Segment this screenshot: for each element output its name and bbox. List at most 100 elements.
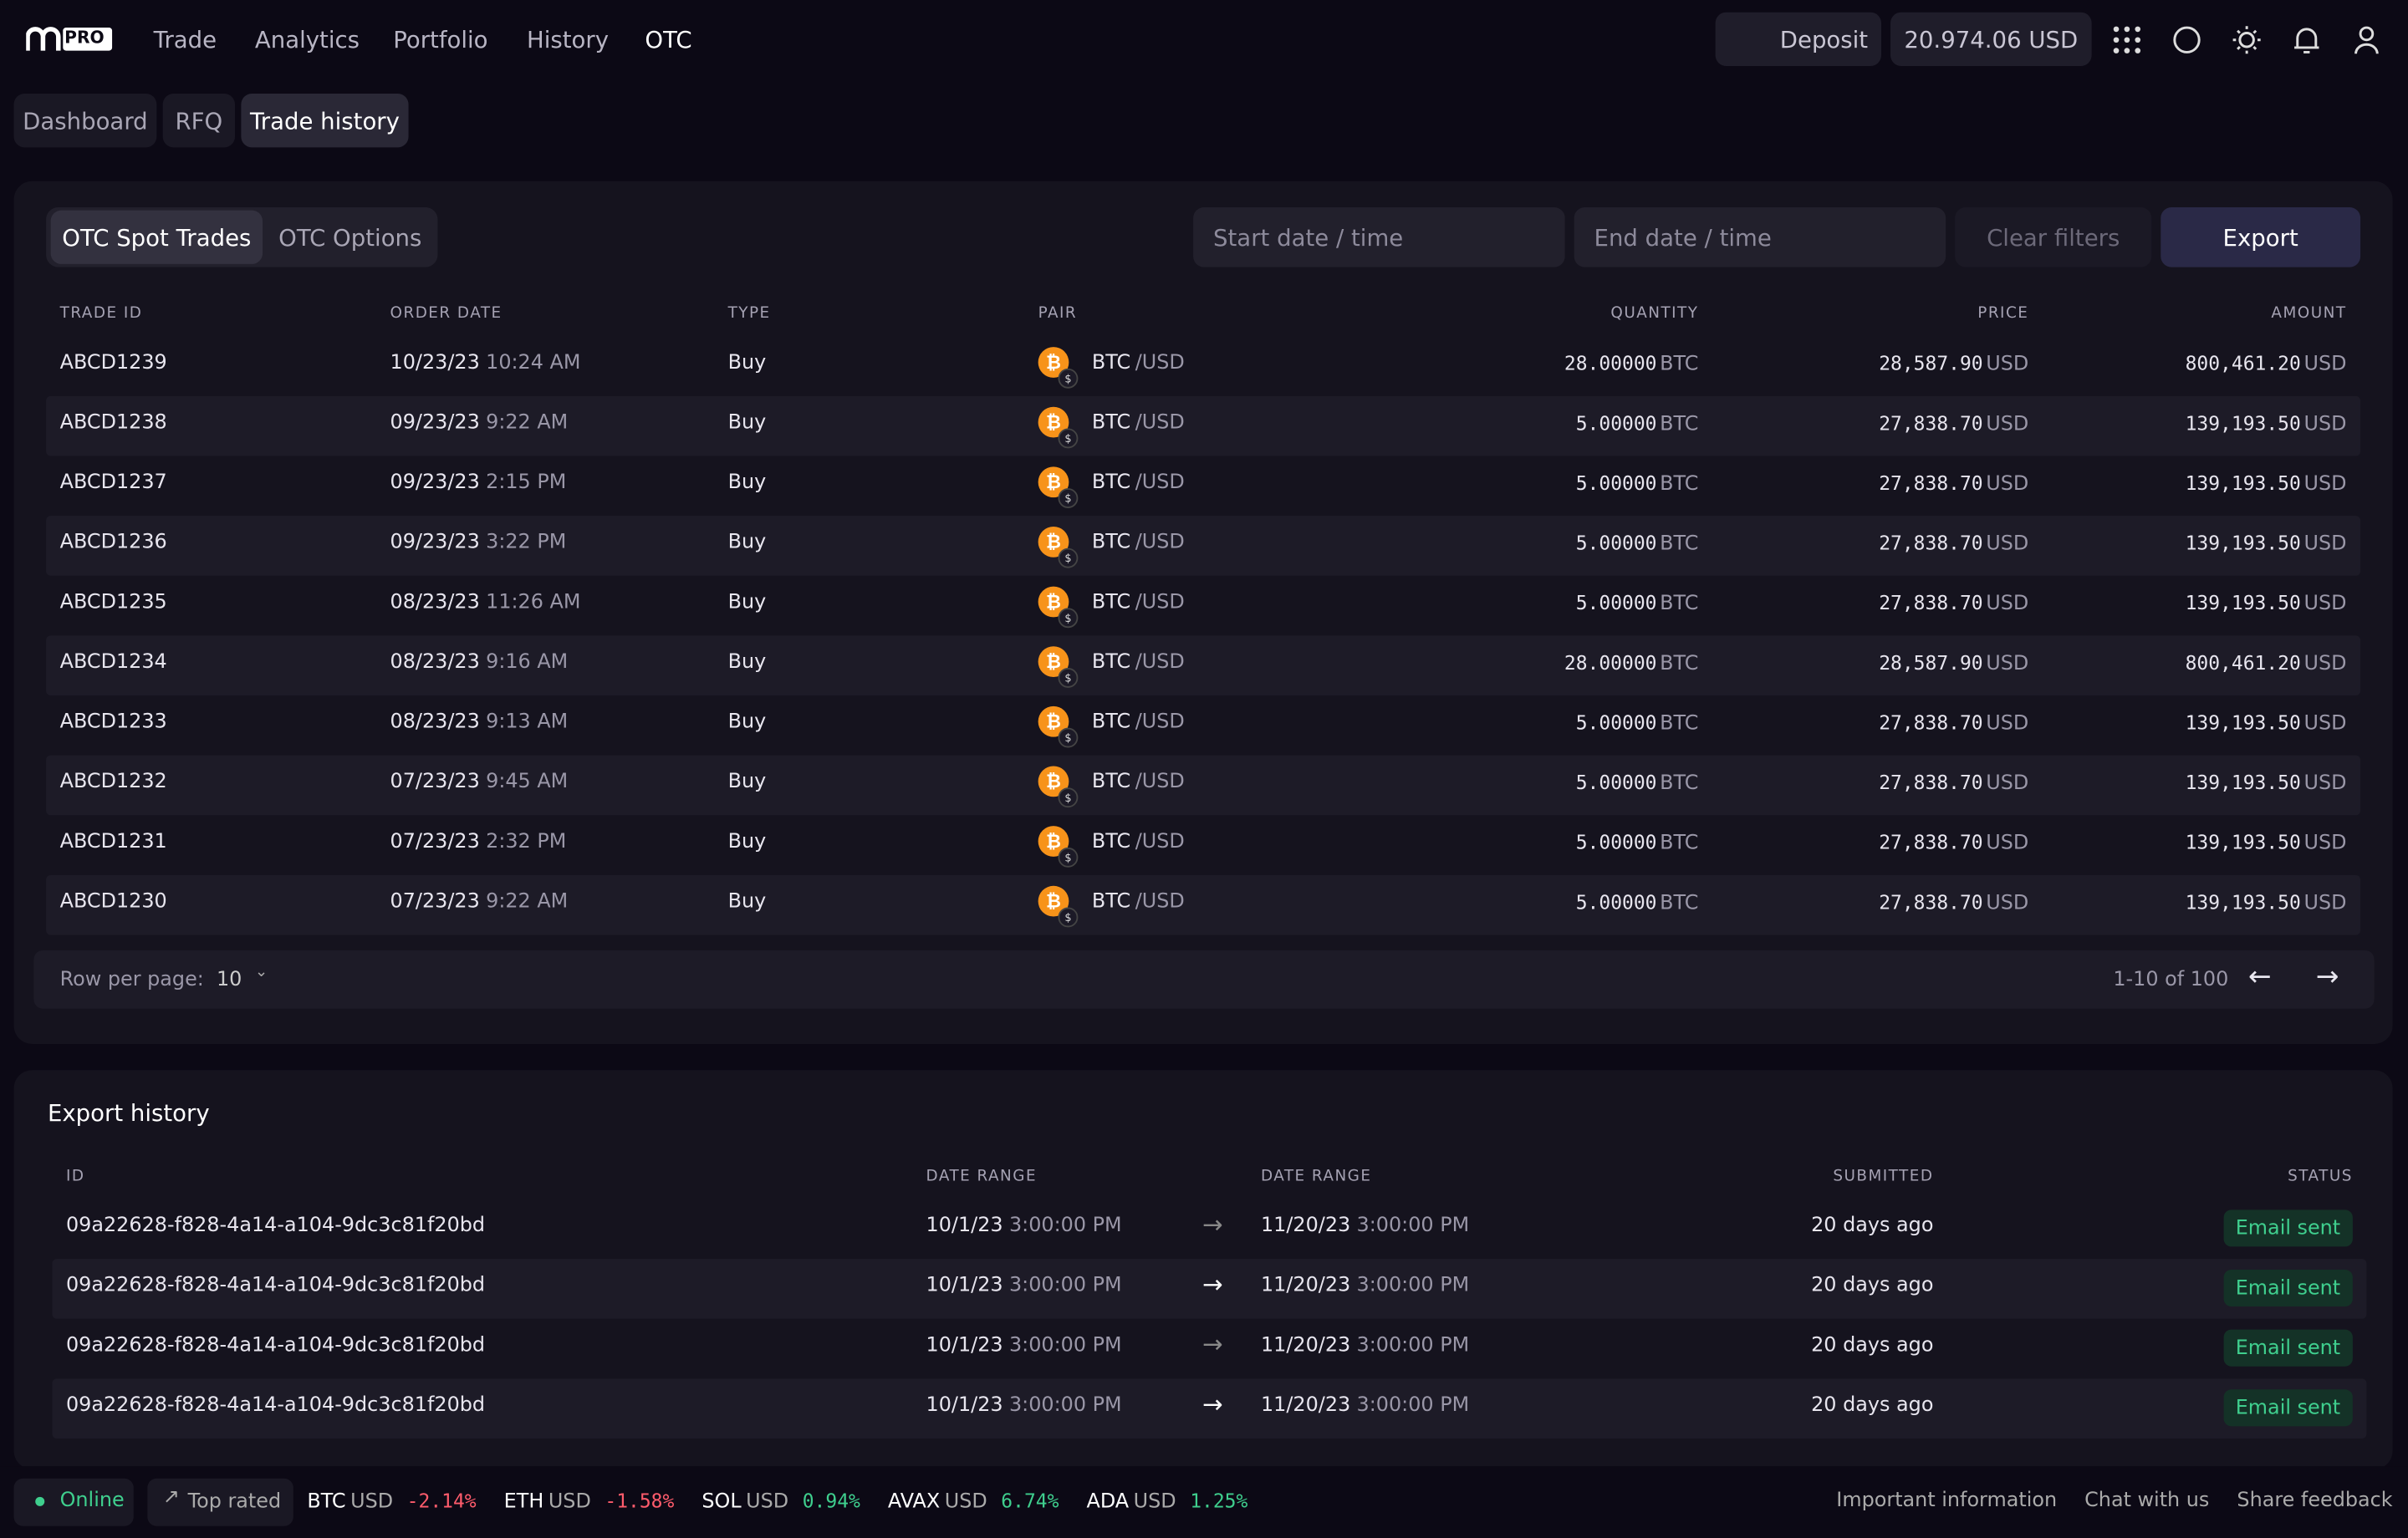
- trade-id: ABCD1233: [59, 710, 167, 734]
- subnav-tab[interactable]: RFQ: [162, 94, 236, 148]
- status-badge: Email sent: [2223, 1389, 2353, 1427]
- value: 5.00000: [1575, 771, 1657, 794]
- column-header: SUBMITTED: [1833, 1168, 1934, 1185]
- value: 27,838.70: [1879, 591, 1983, 614]
- pair: BTC/USD: [1091, 650, 1185, 675]
- unit: USD: [2303, 353, 2347, 377]
- pair: BTC/USD: [1091, 830, 1185, 854]
- pagination-bar: [33, 950, 2375, 1009]
- value: 139,193.50: [2185, 710, 2301, 734]
- value: 27,838.70: [1879, 411, 1983, 435]
- unit: USD: [1986, 652, 2029, 676]
- trade-type: Buy: [727, 351, 767, 375]
- pair-quote: /USD: [1135, 531, 1185, 555]
- order-time: 9:22 AM: [486, 890, 569, 914]
- pair-quote: /USD: [1135, 411, 1185, 435]
- footer-link[interactable]: Share feedback: [2237, 1489, 2393, 1513]
- ticker-symbol: SOL: [701, 1490, 742, 1515]
- unit: USD: [2303, 532, 2347, 556]
- next-button[interactable]: →: [2315, 960, 2339, 994]
- online-dot: [35, 1496, 45, 1506]
- value: 28.00000: [1564, 351, 1657, 375]
- subnav-tab[interactable]: Trade history: [241, 94, 409, 148]
- chevron[interactable]: ⌄: [254, 964, 268, 981]
- row-stripe: [46, 395, 2361, 456]
- header-icons[interactable]: [2112, 24, 2389, 58]
- unit: USD: [2303, 832, 2347, 856]
- value: 139,193.50: [2185, 591, 2301, 614]
- export-id: 09a22628-f828-4a14-a104-9dc3c81f20bd: [65, 1334, 486, 1357]
- ticker-quote: USD: [350, 1490, 394, 1515]
- range-start: 10/1/23 3:00:00 PM: [926, 1393, 1122, 1418]
- rows-label: Row per page:: [59, 968, 204, 992]
- trade-type: Buy: [727, 830, 767, 854]
- start-input[interactable]: Start date / time: [1193, 206, 1565, 267]
- coin-badge: $: [1058, 667, 1079, 688]
- coin-icon: ₿: [1038, 527, 1069, 558]
- row-stripe: [46, 755, 2361, 816]
- subnav-tab[interactable]: Dashboard: [13, 94, 157, 148]
- value-cell: 27,838.70 USD: [1879, 591, 2028, 615]
- status-badge: Email sent: [2223, 1210, 2353, 1247]
- value-cell: 5.00000 BTC: [1576, 831, 1699, 855]
- unit: BTC: [1660, 592, 1699, 616]
- export-id: 09a22628-f828-4a14-a104-9dc3c81f20bd: [65, 1214, 486, 1238]
- value-cell: 27,838.70 USD: [1879, 471, 2028, 496]
- value-cell: 5.00000 BTC: [1576, 471, 1699, 496]
- nav-link[interactable]: Trade: [153, 26, 217, 54]
- trade-id: ABCD1236: [59, 531, 167, 555]
- unit: USD: [2303, 892, 2347, 915]
- tab[interactable]: OTC Options: [278, 223, 422, 252]
- unit: BTC: [1660, 892, 1699, 915]
- unit: USD: [1986, 353, 2029, 377]
- nav-link[interactable]: Portfolio: [393, 26, 488, 54]
- arrow: →: [1202, 1389, 1223, 1419]
- arrow: →: [1202, 1269, 1223, 1299]
- tab[interactable]: OTC Spot Trades: [50, 210, 263, 264]
- coin-badge: $: [1058, 368, 1079, 389]
- ticker[interactable]: SOL USD 0.94%: [701, 1490, 860, 1514]
- nav-link[interactable]: OTC: [645, 26, 692, 54]
- top-rated-button[interactable]: Top rated: [147, 1478, 293, 1526]
- footer-link[interactable]: Chat with us: [2084, 1489, 2210, 1513]
- trade-id: ABCD1231: [59, 830, 167, 854]
- order-time: 9:13 AM: [486, 710, 569, 734]
- footer-links: Important information Chat with us Share f…: [1836, 1490, 2392, 1513]
- pair-quote: /USD: [1135, 650, 1185, 675]
- export-button[interactable]: Export: [2161, 206, 2361, 267]
- export-id: 09a22628-f828-4a14-a104-9dc3c81f20bd: [65, 1393, 486, 1418]
- value-cell: 139,193.50 USD: [2186, 710, 2347, 735]
- ticker[interactable]: AVAX USD 6.74%: [888, 1490, 1059, 1514]
- submitted: 20 days ago: [1811, 1334, 1934, 1357]
- pair: BTC/USD: [1091, 710, 1185, 734]
- rows-select[interactable]: 10: [216, 968, 242, 992]
- pair-quote: /USD: [1135, 830, 1185, 854]
- ticker[interactable]: ADA USD 1.25%: [1086, 1490, 1247, 1514]
- deposit-label: Deposit: [1779, 26, 1869, 54]
- trade-id: ABCD1237: [59, 471, 167, 495]
- trade-type: Buy: [727, 531, 767, 555]
- footer: [0, 1466, 2408, 1538]
- range-start: 10/1/23 3:00:00 PM: [926, 1274, 1122, 1298]
- order-date: 08/23/23 9:13 AM: [390, 710, 569, 734]
- unit: USD: [1986, 592, 2029, 616]
- ticker[interactable]: ETH USD -1.58%: [504, 1490, 675, 1514]
- range-start: 10/1/23 3:00:00 PM: [926, 1334, 1122, 1357]
- value-cell: 139,193.50 USD: [2186, 831, 2347, 855]
- trade-type: Buy: [727, 710, 767, 734]
- prev-button[interactable]: ←: [2247, 960, 2272, 994]
- balance[interactable]: 20.974.06 USD: [1890, 12, 2092, 66]
- order-date: 09/23/23 2:15 PM: [390, 471, 567, 495]
- column-header: ORDER DATE: [390, 305, 503, 323]
- value: 28,587.90: [1879, 650, 1983, 675]
- ticker[interactable]: BTC USD -2.14%: [307, 1490, 476, 1514]
- nav-link[interactable]: History: [527, 26, 610, 54]
- pair: BTC/USD: [1091, 411, 1185, 435]
- end-input[interactable]: End date / time: [1574, 206, 1946, 267]
- clear-button[interactable]: Clear filters: [1955, 206, 2152, 267]
- deposit-button[interactable]: [1715, 12, 1882, 66]
- unit: USD: [1986, 472, 2029, 497]
- nav-link[interactable]: Analytics: [254, 26, 360, 54]
- order-time: 9:16 AM: [486, 650, 569, 675]
- footer-link[interactable]: Important information: [1836, 1489, 2058, 1513]
